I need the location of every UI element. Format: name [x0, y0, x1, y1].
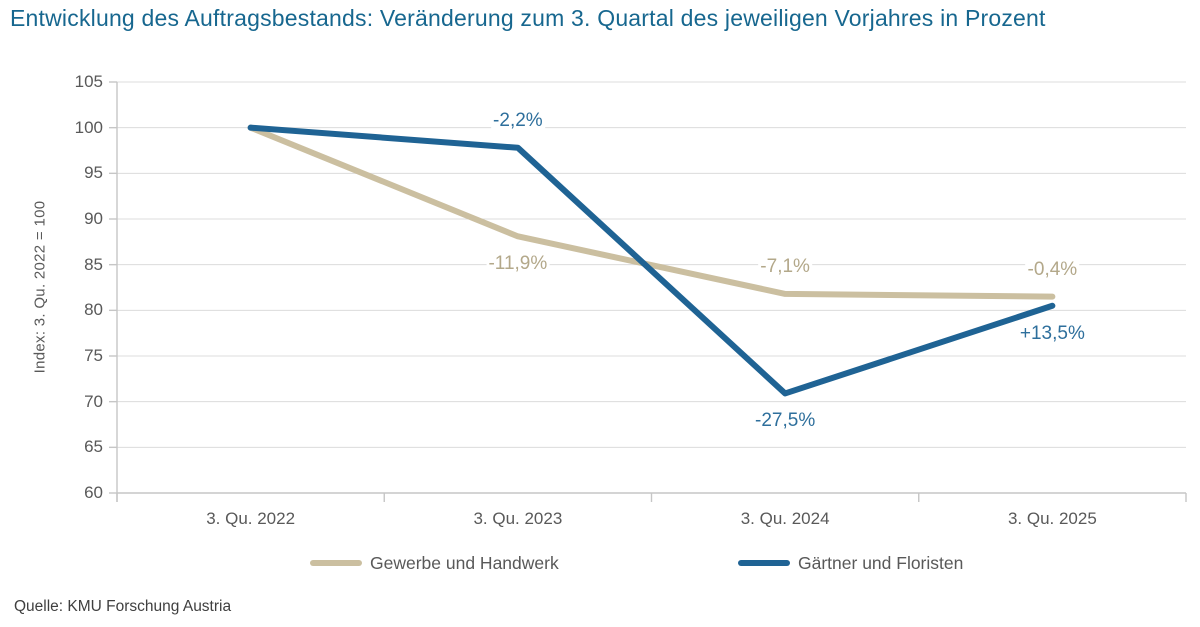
legend-swatch — [310, 560, 362, 566]
legend-item: Gärtner und Floristen — [738, 553, 963, 573]
x-axis-label: 3. Qu. 2025 — [1007, 509, 1097, 528]
y-tick-label-105: 105 — [74, 72, 103, 91]
data-label: -27,5% — [753, 410, 818, 432]
legend-item: Gewerbe und Handwerk — [310, 553, 559, 573]
y-tick-label-90: 90 — [84, 209, 103, 228]
legend-label: Gärtner und Floristen — [798, 552, 964, 573]
y-tick-label-95: 95 — [84, 163, 103, 183]
y-tick-label-65: 65 — [84, 437, 103, 457]
data-label: -2,2% — [491, 109, 545, 131]
x-axis-label: 3. Qu. 2024 — [740, 509, 830, 528]
legend-label: Gewerbe und Handwerk — [370, 552, 559, 573]
data-label: -7,1% — [758, 255, 812, 277]
y-tick-label-80: 80 — [84, 300, 103, 320]
legend-swatch — [738, 560, 790, 566]
series-line-g-rtner-und-floristen — [247, 124, 1056, 397]
x-axis-label: 3. Qu. 2022 — [206, 509, 296, 528]
y-axis-title: Index: 3. Qu. 2022 = 100 — [31, 200, 49, 374]
data-label: -0,4% — [1025, 258, 1080, 280]
y-tick-label-60: 60 — [84, 483, 103, 502]
y-tick-label-75: 75 — [84, 346, 103, 365]
series-line-gewerbe-und-handwerk — [247, 124, 1056, 300]
data-label: -11,9% — [486, 253, 550, 275]
chart-title: Entwicklung des Auftragsbestands: Veränd… — [10, 5, 1046, 31]
data-label: +13,5% — [1017, 322, 1087, 344]
source-note: Quelle: KMU Forschung Austria — [14, 598, 232, 615]
x-axis-label: 3. Qu. 2023 — [473, 509, 563, 528]
y-tick-label-85: 85 — [84, 254, 103, 274]
y-tick-label-100: 100 — [74, 117, 103, 137]
y-tick-label-70: 70 — [84, 391, 103, 411]
